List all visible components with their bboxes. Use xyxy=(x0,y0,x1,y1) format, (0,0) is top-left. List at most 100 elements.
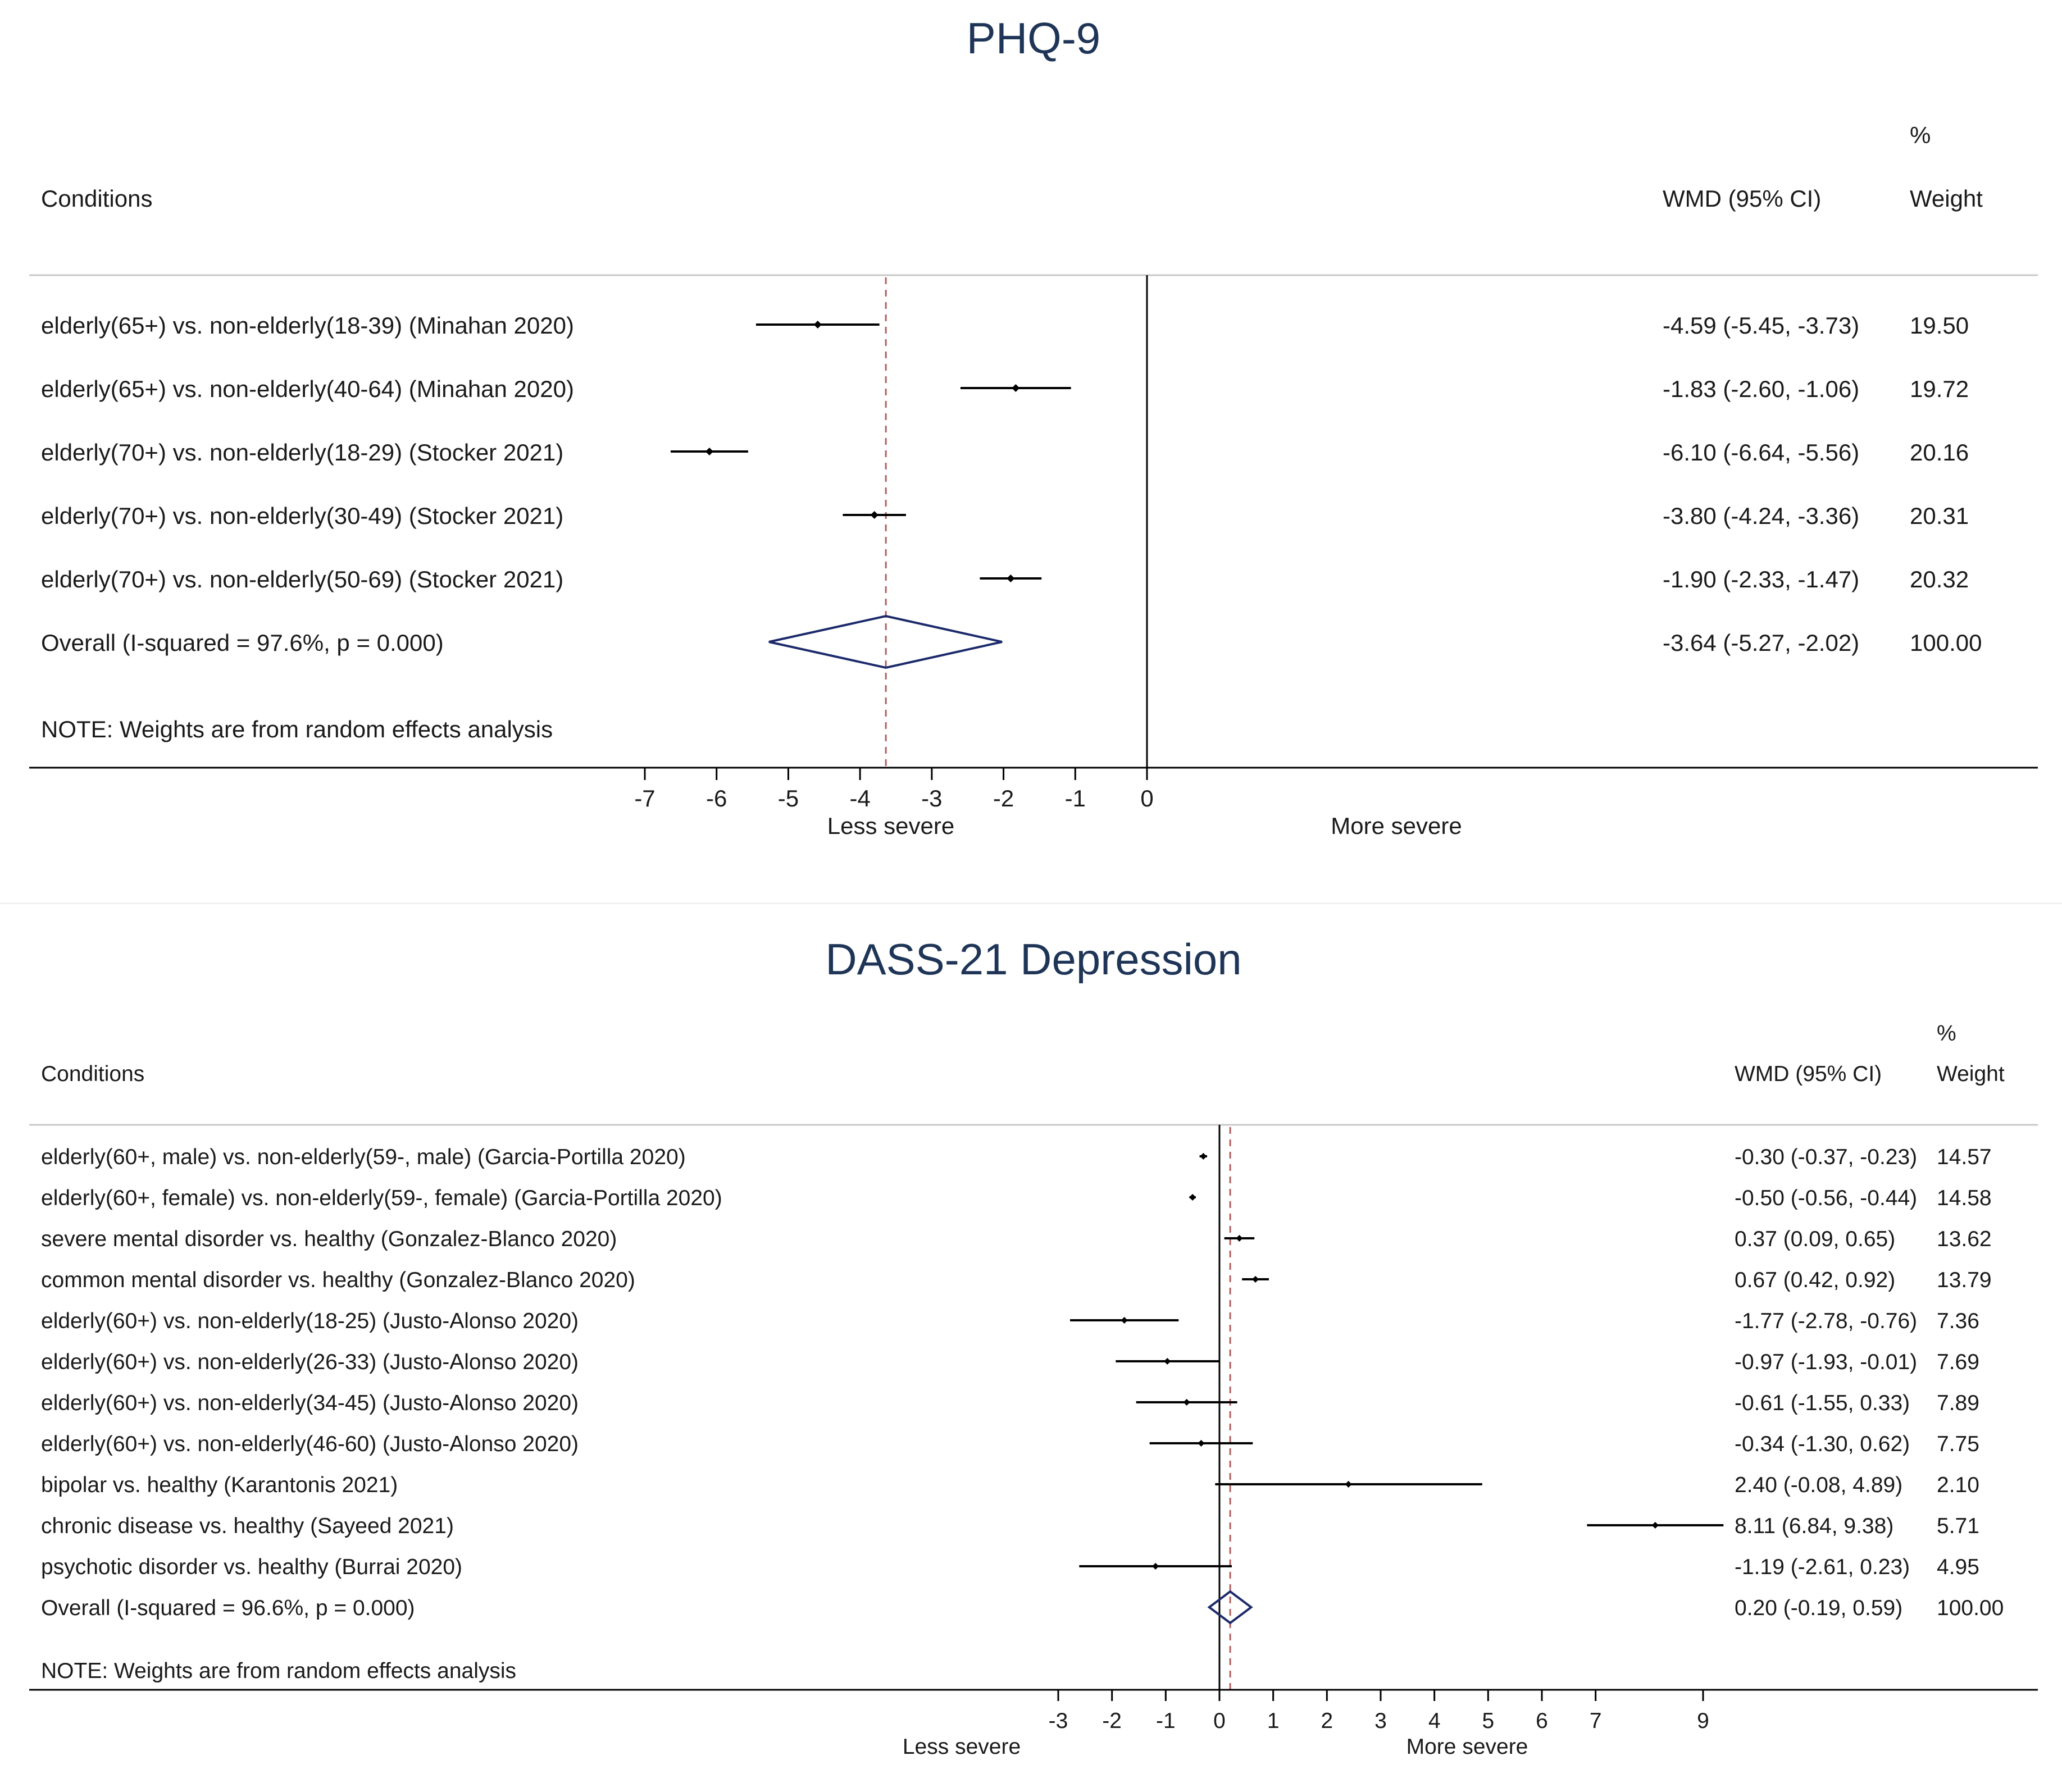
study-label: elderly(60+) vs. non-elderly(46-60) (Jus… xyxy=(41,1432,579,1456)
study-label: elderly(60+, male) vs. non-elderly(59-, … xyxy=(41,1145,686,1169)
study-ci-value: -0.34 (-1.30, 0.62) xyxy=(1735,1432,1910,1456)
study-label: elderly(60+, female) vs. non-elderly(59-… xyxy=(41,1186,722,1210)
study-weight-value: 14.57 xyxy=(1937,1145,1992,1169)
study-ci-value: -6.10 (-6.64, -5.56) xyxy=(1663,439,1859,466)
study-weight-value: 7.75 xyxy=(1937,1432,1979,1456)
study-point-estimate xyxy=(1252,1276,1259,1283)
study-weight-value: 13.79 xyxy=(1937,1268,1992,1292)
study-weight-value: 13.62 xyxy=(1937,1227,1992,1251)
x-axis-tick-label: 5 xyxy=(1482,1709,1494,1733)
study-ci-value: -1.90 (-2.33, -1.47) xyxy=(1663,566,1859,592)
study-label: elderly(60+) vs. non-elderly(26-33) (Jus… xyxy=(41,1350,579,1374)
x-axis-tick-label: 3 xyxy=(1374,1709,1387,1733)
study-label: elderly(70+) vs. non-elderly(30-49) (Sto… xyxy=(41,503,563,529)
study-point-estimate xyxy=(1012,384,1020,392)
study-ci-value: -1.19 (-2.61, 0.23) xyxy=(1735,1555,1910,1579)
x-axis-tick-label: 0 xyxy=(1140,785,1153,811)
study-point-estimate xyxy=(870,511,878,519)
study-ci-value: 0.67 (0.42, 0.92) xyxy=(1735,1268,1895,1292)
study-label: common mental disorder vs. healthy (Gonz… xyxy=(41,1268,635,1292)
chart-title: DASS-21 Depression xyxy=(825,934,1241,984)
study-label: psychotic disorder vs. healthy (Burrai 2… xyxy=(41,1555,462,1579)
study-point-estimate xyxy=(705,448,713,455)
study-label: elderly(65+) vs. non-elderly(18-39) (Min… xyxy=(41,312,574,339)
x-axis-tick-label: -5 xyxy=(778,785,799,811)
overall-weight-value: 100.00 xyxy=(1937,1596,2004,1620)
overall-ci-value: 0.20 (-0.19, 0.59) xyxy=(1735,1596,1902,1620)
overall-label: Overall (I-squared = 96.6%, p = 0.000) xyxy=(41,1596,415,1620)
overall-diamond xyxy=(768,614,1003,669)
x-axis-tick-label: -3 xyxy=(921,785,942,811)
weight-header: Weight xyxy=(1910,185,1983,212)
study-weight-value: 19.50 xyxy=(1910,312,1969,339)
conditions-header: Conditions xyxy=(41,1062,144,1086)
weight-header-percent: % xyxy=(1937,1022,1956,1046)
overall-diamond xyxy=(1207,1590,1253,1625)
study-point-estimate xyxy=(1236,1235,1243,1242)
panel-separator xyxy=(0,902,2062,904)
weight-header-percent: % xyxy=(1910,122,1931,148)
study-label: elderly(70+) vs. non-elderly(50-69) (Sto… xyxy=(41,566,563,592)
study-point-estimate xyxy=(1164,1358,1171,1365)
study-label: bipolar vs. healthy (Karantonis 2021) xyxy=(41,1473,398,1497)
study-label: elderly(70+) vs. non-elderly(18-29) (Sto… xyxy=(41,439,563,466)
study-ci-value: -0.61 (-1.55, 0.33) xyxy=(1735,1391,1910,1415)
study-point-estimate xyxy=(1189,1194,1196,1201)
study-weight-value: 14.58 xyxy=(1937,1186,1992,1210)
overall-weight-value: 100.00 xyxy=(1910,630,1982,656)
study-weight-value: 7.69 xyxy=(1937,1350,1979,1374)
less-severe-label: Less severe xyxy=(827,813,954,839)
study-ci-value: -3.80 (-4.24, -3.36) xyxy=(1663,503,1859,529)
study-weight-value: 20.32 xyxy=(1910,566,1969,592)
x-axis-tick-label: -2 xyxy=(993,785,1014,811)
study-ci-value: -1.83 (-2.60, -1.06) xyxy=(1663,376,1859,402)
x-axis-tick-label: -1 xyxy=(1156,1709,1176,1733)
more-severe-label: More severe xyxy=(1406,1735,1528,1759)
study-weight-value: 19.72 xyxy=(1910,376,1969,402)
study-point-estimate xyxy=(1198,1440,1205,1447)
study-point-estimate xyxy=(1152,1563,1159,1570)
study-label: elderly(60+) vs. non-elderly(34-45) (Jus… xyxy=(41,1391,579,1415)
more-severe-label: More severe xyxy=(1331,813,1462,839)
study-point-estimate xyxy=(1183,1399,1190,1406)
study-label: elderly(65+) vs. non-elderly(40-64) (Min… xyxy=(41,376,574,402)
weights-note: NOTE: Weights are from random effects an… xyxy=(41,1659,516,1683)
study-weight-value: 7.36 xyxy=(1937,1309,1979,1333)
study-ci-value: -1.77 (-2.78, -0.76) xyxy=(1735,1309,1917,1333)
study-point-estimate xyxy=(1007,574,1015,582)
x-axis-tick-label: 1 xyxy=(1267,1709,1280,1733)
overall-ci-value: -3.64 (-5.27, -2.02) xyxy=(1663,630,1859,656)
study-ci-value: 2.40 (-0.08, 4.89) xyxy=(1735,1473,1902,1497)
x-axis-tick-label: 9 xyxy=(1697,1709,1709,1733)
x-axis-tick-label: 4 xyxy=(1428,1709,1441,1733)
study-label: severe mental disorder vs. healthy (Gonz… xyxy=(41,1227,617,1251)
study-weight-value: 4.95 xyxy=(1937,1555,1979,1579)
x-axis-tick-label: 0 xyxy=(1213,1709,1226,1733)
study-point-estimate xyxy=(1651,1522,1659,1529)
x-axis-tick-label: -2 xyxy=(1102,1709,1122,1733)
study-label: chronic disease vs. healthy (Sayeed 2021… xyxy=(41,1514,454,1538)
wmd-ci-header: WMD (95% CI) xyxy=(1663,185,1821,212)
study-ci-value: -4.59 (-5.45, -3.73) xyxy=(1663,312,1859,339)
study-weight-value: 7.89 xyxy=(1937,1391,1979,1415)
x-axis-tick-label: 2 xyxy=(1321,1709,1333,1733)
study-ci-value: -0.30 (-0.37, -0.23) xyxy=(1735,1145,1917,1169)
overall-label: Overall (I-squared = 97.6%, p = 0.000) xyxy=(41,630,444,656)
study-point-estimate xyxy=(1345,1481,1352,1488)
weight-header: Weight xyxy=(1937,1062,2005,1086)
x-axis-tick-label: -6 xyxy=(706,785,727,811)
study-point-estimate xyxy=(1200,1153,1207,1160)
study-point-estimate xyxy=(1121,1317,1128,1324)
conditions-header: Conditions xyxy=(41,185,152,212)
study-label: elderly(60+) vs. non-elderly(18-25) (Jus… xyxy=(41,1309,579,1333)
x-axis-tick-label: 6 xyxy=(1536,1709,1548,1733)
study-ci-value: -0.50 (-0.56, -0.44) xyxy=(1735,1186,1917,1210)
x-axis-tick-label: -4 xyxy=(849,785,870,811)
x-axis-tick-label: -3 xyxy=(1049,1709,1068,1733)
study-weight-value: 20.31 xyxy=(1910,503,1969,529)
study-point-estimate xyxy=(813,321,822,329)
x-axis-tick-label: -1 xyxy=(1065,785,1086,811)
x-axis-tick-label: 7 xyxy=(1590,1709,1602,1733)
study-weight-value: 5.71 xyxy=(1937,1514,1979,1538)
